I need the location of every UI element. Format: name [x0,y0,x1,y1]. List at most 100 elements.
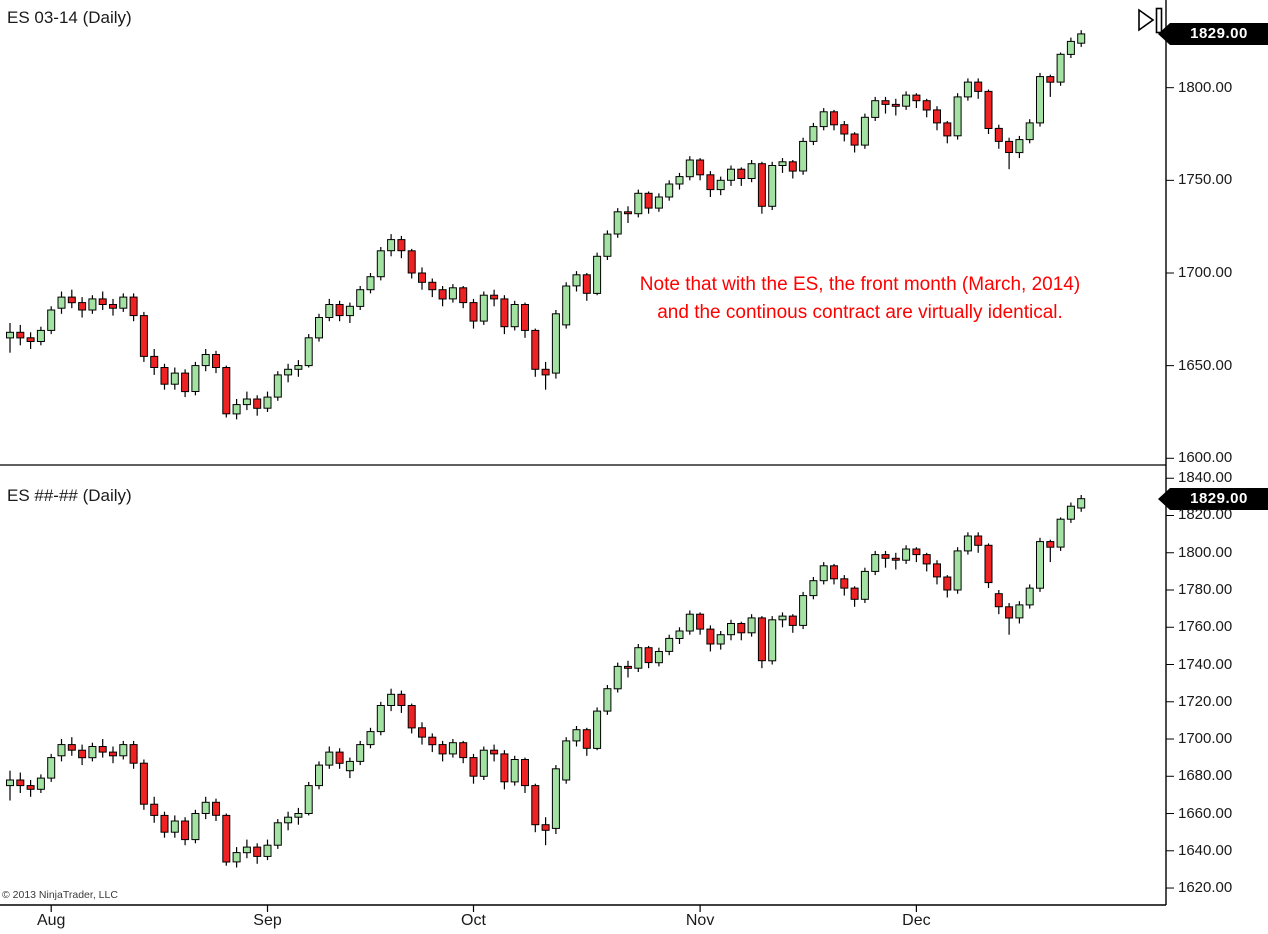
y-axis-label: 1780.00 [1178,581,1233,598]
x-axis-label: Dec [902,912,931,929]
annotation-line1: Note that with the ES, the front month (… [639,274,1081,295]
candle-body [963,81,972,98]
last-price-tag-panel1: 1829.00 [1158,22,1268,45]
candle-body [902,94,911,107]
candle-body [521,759,529,787]
candle-body [994,593,1003,608]
candle-body [304,785,313,814]
y-axis-label: 1660.00 [1178,804,1233,822]
candle-body [129,296,138,317]
candle-body [551,768,560,829]
candle-body [819,111,828,128]
candle-body [490,294,499,300]
candle-body [1005,140,1014,153]
candle-body [582,274,591,294]
candle-body [212,801,220,816]
candle-body [953,96,962,137]
candle-body [984,90,993,129]
candle-body [531,329,540,370]
candle-body [16,331,25,339]
candle-body [953,550,962,591]
candle-body [716,634,725,645]
candle-body [490,749,499,755]
candle-body [479,294,488,322]
candle-body [315,317,323,339]
candle-body [294,813,303,818]
last-price-value-panel2: 1829.00 [1190,490,1248,508]
candle-body [912,548,921,556]
candle-body [572,274,581,287]
candle-body [902,548,911,561]
candle-body [675,176,684,185]
candle-body [675,630,684,639]
candle-body [665,183,674,198]
candle-body [1025,587,1034,606]
candle-body [737,623,746,634]
candle-body [232,404,241,415]
candle-body [407,705,416,729]
candle-body [809,126,818,142]
candle-body [150,803,159,816]
price-axis[interactable]: 1800.00 1750.00 1700.00 1650.00 1600.00 1840.… [1167,0,1268,905]
candle-body [768,165,777,207]
y-axis-label: 1750.00 [1178,171,1233,189]
candle-body [366,276,375,291]
candle-body [727,168,735,181]
candle-body [366,731,375,746]
candle-body [6,779,14,787]
candle-body [891,103,900,107]
candle-body [1056,518,1065,548]
time-axis[interactable]: Aug Sep Oct Nov Dec [0,906,1166,934]
last-price-value-panel1: 1829.00 [1190,25,1248,43]
candle-body [109,751,117,757]
candle-body [500,753,509,783]
y-axis-label: 1620.00 [1178,879,1233,897]
candle-body [469,302,478,322]
candle-body [603,233,612,257]
candle-body [881,554,890,559]
y-axis-label: 1600.00 [1178,449,1233,467]
candle-body [212,354,220,368]
candle-body [593,255,602,294]
candle-body [562,740,571,781]
candle-body [685,159,694,178]
candle-body [150,355,159,368]
candle-body [1056,53,1065,83]
candle-body [129,744,138,764]
candle-body [788,615,797,626]
candle-body [994,127,1003,142]
candle-body [613,211,622,235]
candle-body [881,100,890,105]
candle-body [387,693,396,706]
candle-body [387,239,396,252]
candle-body [1066,505,1075,520]
candle-body [139,762,148,805]
candle-body [840,578,849,589]
candle-body [1036,541,1044,589]
candle-body [644,647,653,664]
panel1-title: ES 03-14 (Daily) [7,8,132,27]
candle-body [109,304,117,309]
candle-body [1015,139,1024,154]
candle-body [768,619,777,662]
candle-body [716,179,725,191]
candle-body [582,729,591,749]
candle-body [469,757,478,777]
candle-body [984,544,993,584]
candle-body [191,365,200,393]
candle-body [356,744,365,762]
candle-body [974,81,983,92]
candle-body [98,298,107,305]
candle-body [47,309,56,331]
candle-body [1025,122,1034,141]
candle-body [747,617,756,634]
candle-body [510,304,519,328]
candle-body [57,296,66,309]
y-axis-label: 1700.00 [1178,263,1233,281]
candle-body [315,764,323,787]
candle-body [799,595,808,626]
candle-body [242,398,251,406]
candle-body [428,281,437,291]
